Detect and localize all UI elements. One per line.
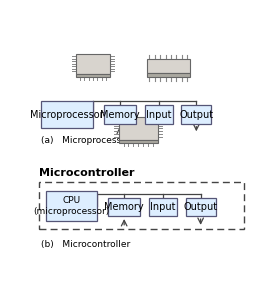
Text: Input: Input (146, 110, 171, 119)
Text: Memory: Memory (104, 202, 144, 212)
Text: Output: Output (179, 110, 214, 119)
Text: CPU
(microprocessor): CPU (microprocessor) (33, 196, 110, 216)
FancyBboxPatch shape (181, 105, 212, 124)
FancyBboxPatch shape (108, 198, 140, 216)
FancyBboxPatch shape (46, 191, 97, 221)
FancyBboxPatch shape (104, 105, 136, 124)
Bar (119, 140, 158, 143)
FancyBboxPatch shape (41, 101, 93, 128)
Text: Microprocessor: Microprocessor (30, 110, 104, 119)
Text: Output: Output (183, 202, 218, 212)
Bar (147, 73, 190, 77)
FancyBboxPatch shape (186, 198, 216, 216)
Bar (76, 74, 110, 77)
FancyBboxPatch shape (145, 105, 173, 124)
Text: Input: Input (150, 202, 176, 212)
Text: Microcontroller: Microcontroller (39, 168, 135, 178)
Bar (119, 117, 158, 140)
FancyBboxPatch shape (149, 198, 177, 216)
Text: Memory: Memory (100, 110, 140, 119)
Bar (147, 59, 190, 73)
Text: (a)   Microprocessor: (a) Microprocessor (41, 136, 131, 146)
Bar (76, 54, 110, 74)
Text: (b)   Microcontroller: (b) Microcontroller (41, 240, 130, 249)
